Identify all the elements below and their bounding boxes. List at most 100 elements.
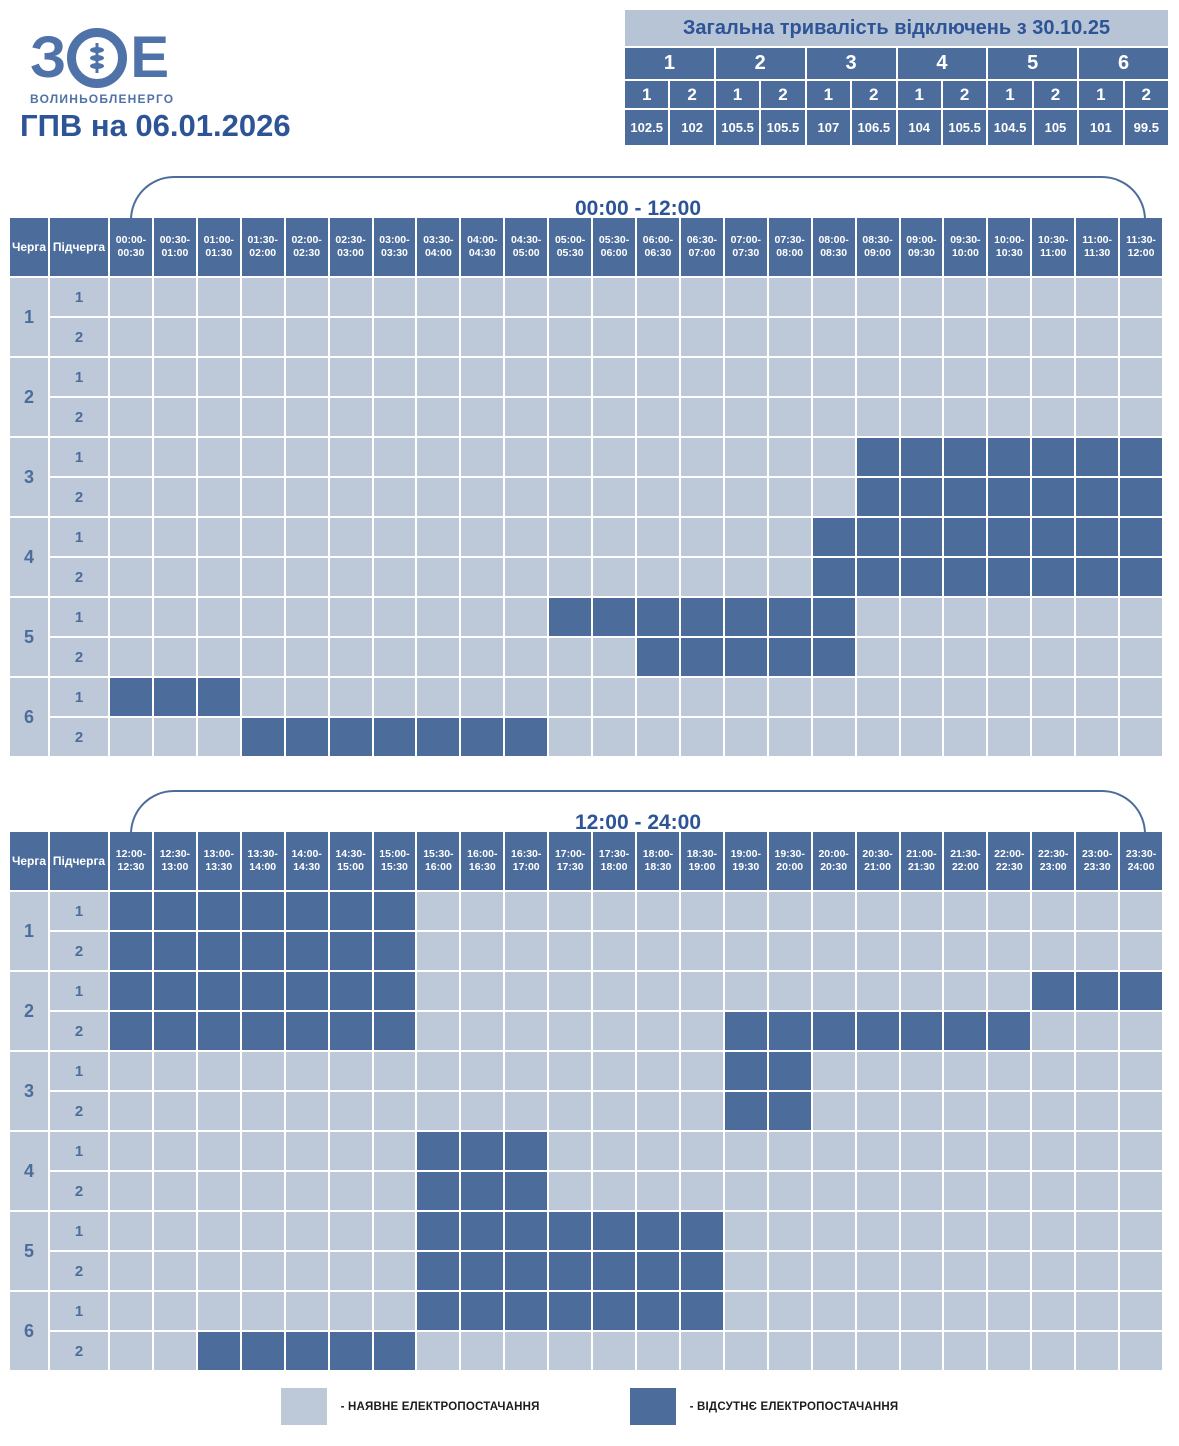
time-slot-start: 14:30- — [335, 848, 366, 860]
summary-duration-value: 105.5 — [761, 110, 805, 145]
power-off-cell — [505, 1292, 548, 1330]
subqueue-label-cell: 1 — [50, 1212, 108, 1250]
power-on-cell — [373, 1092, 416, 1130]
power-on-cell — [768, 438, 811, 476]
power-on-cell — [1120, 1212, 1162, 1250]
power-off-cell — [110, 1012, 152, 1050]
power-off-cell — [593, 1292, 635, 1330]
time-slot-start: 07:00- — [730, 234, 761, 246]
power-on-cell — [944, 598, 987, 636]
power-off-cell — [329, 972, 372, 1010]
power-on-cell — [900, 638, 943, 676]
power-off-cell — [417, 1212, 460, 1250]
subqueue-label-cell: 1 — [50, 278, 108, 316]
schedule-table-00-12: Черга Підчерга 00:00- 00:30 00:30- 01:00 01:00… — [10, 218, 1162, 756]
power-on-cell — [417, 478, 460, 516]
power-on-cell — [637, 1012, 679, 1050]
time-slot-header: 07:30- 08:00 — [768, 218, 811, 276]
power-on-cell — [241, 1052, 284, 1090]
power-on-cell — [285, 638, 328, 676]
power-on-cell — [724, 892, 767, 930]
power-off-cell — [1032, 558, 1075, 596]
power-on-cell — [724, 478, 767, 516]
power-on-cell — [812, 278, 855, 316]
power-off-cell — [900, 478, 943, 516]
power-off-cell — [197, 1332, 240, 1370]
power-on-cell — [1032, 718, 1075, 756]
power-on-cell — [153, 1252, 196, 1290]
power-on-cell — [505, 438, 548, 476]
time-slot-start: 14:00- — [291, 848, 322, 860]
power-on-cell — [110, 358, 152, 396]
power-on-cell — [856, 932, 899, 970]
power-on-cell — [900, 358, 943, 396]
logo-letter-e: Е — [130, 25, 169, 90]
power-off-cell — [329, 932, 372, 970]
power-on-cell — [768, 972, 811, 1010]
time-slot-start: 00:00- — [115, 234, 147, 246]
summary-duration-value: 104 — [897, 110, 941, 145]
power-on-cell — [812, 358, 855, 396]
power-on-cell — [549, 1132, 592, 1170]
time-slot-end: 01:00 — [161, 247, 189, 259]
power-on-cell — [1032, 358, 1075, 396]
time-slot-end: 02:30 — [293, 247, 321, 259]
power-on-cell — [1076, 278, 1119, 316]
power-on-cell — [944, 278, 987, 316]
power-on-cell — [197, 718, 240, 756]
power-on-cell — [593, 718, 635, 756]
time-slot-end: 11:30 — [1083, 247, 1111, 259]
power-on-cell — [110, 1252, 152, 1290]
power-on-cell — [988, 718, 1031, 756]
power-on-cell — [241, 1212, 284, 1250]
power-off-cell — [329, 1332, 372, 1370]
time-slot-header: 05:00- 05:30 — [549, 218, 592, 276]
power-on-cell — [593, 478, 635, 516]
power-on-cell — [988, 1132, 1031, 1170]
power-on-cell — [812, 1212, 855, 1250]
time-slot-start: 01:30- — [247, 234, 278, 246]
power-on-cell — [153, 518, 196, 556]
queue-label-cell: 4 — [10, 518, 48, 596]
power-off-cell — [768, 1052, 811, 1090]
time-slot-end: 23:30 — [1083, 861, 1111, 873]
power-on-cell — [856, 638, 899, 676]
time-slot-start: 11:00- — [1082, 234, 1112, 246]
power-on-cell — [724, 1172, 767, 1210]
power-on-cell — [285, 1292, 328, 1330]
logo-letter-z: З — [30, 25, 66, 90]
time-slot-end: 18:00 — [600, 861, 628, 873]
time-slot-start: 21:00- — [906, 848, 937, 860]
power-on-cell — [461, 518, 504, 556]
power-on-cell — [900, 892, 943, 930]
subqueue-label-cell: 1 — [50, 892, 108, 930]
time-slot-end: 13:00 — [161, 861, 189, 873]
power-on-cell — [241, 678, 284, 716]
power-on-cell — [812, 1132, 855, 1170]
power-on-cell — [197, 358, 240, 396]
power-on-cell — [241, 1132, 284, 1170]
power-off-cell — [461, 1212, 504, 1250]
power-on-cell — [768, 318, 811, 356]
power-off-cell — [1120, 478, 1162, 516]
queue-column-header: Черга — [10, 218, 48, 276]
power-on-cell — [417, 678, 460, 716]
power-on-cell — [593, 1052, 635, 1090]
time-slot-start: 20:00- — [818, 848, 849, 860]
power-on-cell — [900, 1332, 943, 1370]
power-on-cell — [856, 1252, 899, 1290]
time-slot-header: 04:00- 04:30 — [461, 218, 504, 276]
power-on-cell — [417, 972, 460, 1010]
power-on-cell — [812, 398, 855, 436]
subqueue-label-cell: 1 — [50, 1132, 108, 1170]
power-off-cell — [549, 598, 592, 636]
time-slot-header: 09:00- 09:30 — [900, 218, 943, 276]
power-on-cell — [768, 478, 811, 516]
summary-subqueue-number: 2 — [852, 81, 896, 108]
power-on-cell — [856, 1172, 899, 1210]
power-on-cell — [197, 1092, 240, 1130]
power-off-cell — [461, 1132, 504, 1170]
time-slot-end: 13:30 — [205, 861, 233, 873]
power-on-cell — [153, 1132, 196, 1170]
time-slot-end: 16:30 — [468, 861, 496, 873]
